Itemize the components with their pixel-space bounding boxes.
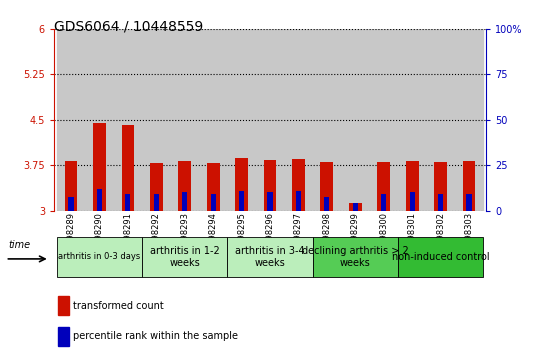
Text: declining arthritis > 2
weeks: declining arthritis > 2 weeks (302, 246, 409, 268)
Bar (313, 237, 398, 277)
Bar (463, 161, 475, 211)
Bar (199, 29, 227, 211)
Bar (467, 193, 471, 211)
Text: time: time (8, 240, 30, 250)
Text: transformed count: transformed count (73, 301, 164, 311)
Bar (369, 29, 398, 211)
Bar (207, 163, 220, 211)
Bar (227, 29, 256, 211)
Bar (292, 159, 305, 211)
Bar (122, 125, 134, 211)
Bar (58, 296, 69, 315)
Bar (341, 29, 369, 211)
Bar (57, 237, 142, 277)
Bar (114, 29, 142, 211)
Bar (325, 197, 329, 211)
Bar (256, 29, 284, 211)
Bar (398, 237, 483, 277)
Bar (182, 192, 187, 211)
Bar (264, 160, 276, 211)
Bar (235, 158, 248, 211)
Bar (284, 29, 313, 211)
Bar (211, 193, 215, 211)
Bar (426, 29, 455, 211)
Bar (381, 193, 386, 211)
Bar (97, 189, 102, 211)
Bar (349, 203, 362, 211)
Bar (178, 161, 191, 211)
Text: percentile rank within the sample: percentile rank within the sample (73, 331, 239, 341)
Bar (398, 29, 426, 211)
Bar (142, 29, 171, 211)
Bar (320, 162, 333, 211)
Bar (406, 161, 419, 211)
Bar (296, 191, 301, 211)
Bar (69, 197, 73, 211)
Bar (142, 237, 227, 277)
Bar (313, 29, 341, 211)
Bar (57, 29, 85, 211)
Bar (85, 29, 114, 211)
Bar (150, 163, 163, 211)
Text: GDS6064 / 10448559: GDS6064 / 10448559 (54, 20, 203, 34)
Bar (353, 203, 358, 211)
Bar (409, 192, 415, 211)
Bar (455, 29, 483, 211)
Bar (93, 123, 106, 211)
Bar (434, 162, 447, 211)
Bar (227, 237, 313, 277)
Text: arthritis in 1-2
weeks: arthritis in 1-2 weeks (150, 246, 220, 268)
Text: arthritis in 3-4
weeks: arthritis in 3-4 weeks (235, 246, 305, 268)
Text: non-induced control: non-induced control (392, 252, 489, 262)
Bar (154, 193, 159, 211)
Bar (125, 193, 131, 211)
Bar (65, 161, 77, 211)
Bar (267, 192, 273, 211)
Bar (438, 193, 443, 211)
Bar (171, 29, 199, 211)
Text: arthritis in 0-3 days: arthritis in 0-3 days (58, 252, 140, 261)
Bar (377, 162, 390, 211)
Bar (58, 327, 69, 346)
Bar (239, 191, 244, 211)
